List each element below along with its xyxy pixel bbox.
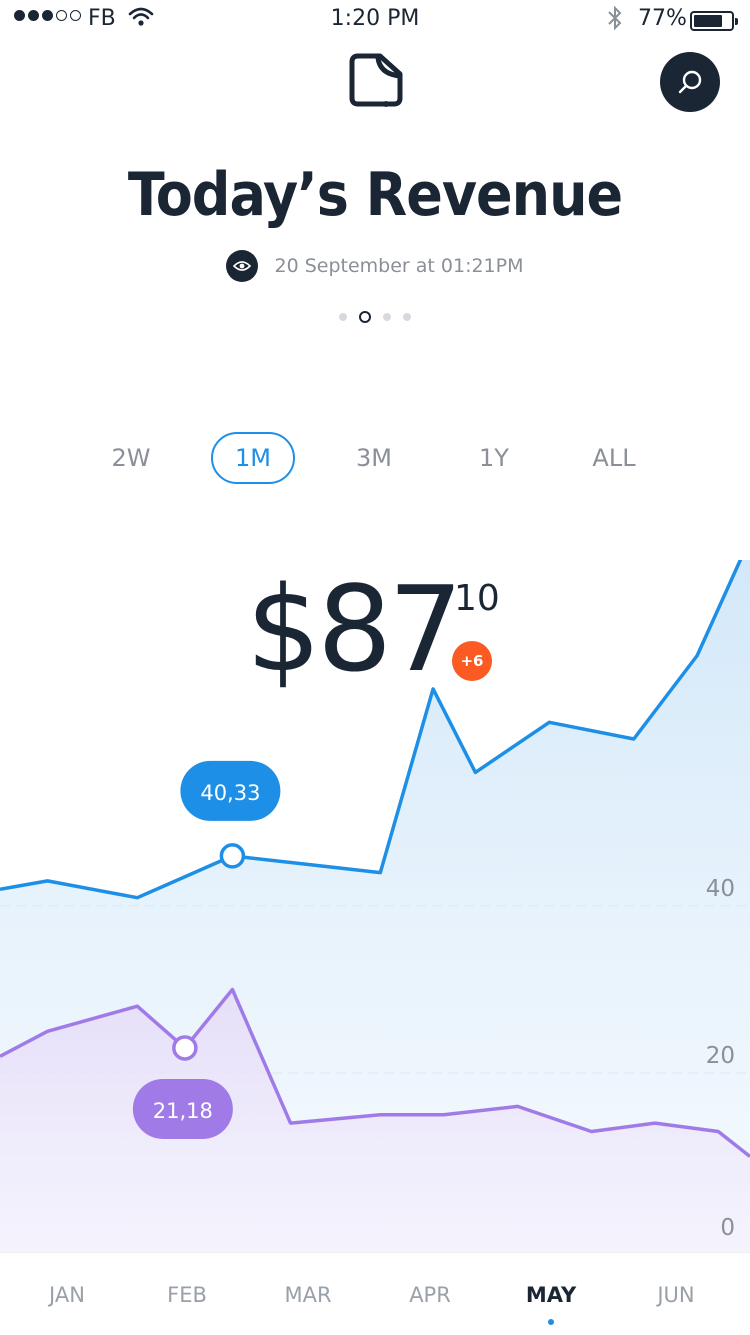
page-dot[interactable] [403,313,411,321]
search-button[interactable] [660,52,720,112]
price-value: $87 [246,560,459,698]
price-delta-badge: +6 [452,641,492,681]
page-dot[interactable] [339,313,347,321]
page-title: Today’s Revenue [0,160,750,230]
series-0-value-label: 40,33 [200,781,260,805]
battery-icon [690,11,734,31]
page-indicator[interactable] [0,311,750,323]
month-tab-jun[interactable]: JUN [626,1283,726,1307]
month-tab-may[interactable]: MAY [501,1283,601,1307]
page-dot[interactable] [359,311,371,323]
active-month-indicator [548,1319,554,1325]
battery-percent: 77% [638,6,687,31]
page-dot[interactable] [383,313,391,321]
month-nav: JAN FEB MAR APR MAY JUN [0,1252,750,1335]
month-tab-feb[interactable]: FEB [137,1283,237,1307]
range-tab-2w[interactable]: 2W [89,432,173,484]
y-tick-label: 40 [706,876,735,902]
month-tab-jan[interactable]: JAN [17,1283,117,1307]
timestamp-row: 20 September at 01:21PM [0,250,750,282]
series-1-value-label: 21,18 [153,1099,213,1123]
series-0-highlight-marker[interactable] [221,845,243,867]
app-logo-icon [346,52,404,108]
search-icon [676,68,704,96]
timestamp: 20 September at 01:21PM [274,255,523,277]
y-tick-label: 20 [706,1043,735,1069]
range-tab-1y[interactable]: 1Y [452,432,536,484]
y-tick-label: 0 [720,1215,735,1241]
series-1-highlight-marker[interactable] [174,1037,196,1059]
status-bar: FB 1:20 PM 77% [0,0,750,40]
range-tab-1m[interactable]: 1M [211,432,295,484]
month-tab-apr[interactable]: APR [380,1283,480,1307]
bluetooth-icon [606,4,624,38]
eye-icon [226,250,258,282]
range-tab-all[interactable]: ALL [572,432,656,484]
month-tab-mar[interactable]: MAR [258,1283,358,1307]
price-cents: 10 [454,578,500,619]
range-tab-3m[interactable]: 3M [332,432,416,484]
